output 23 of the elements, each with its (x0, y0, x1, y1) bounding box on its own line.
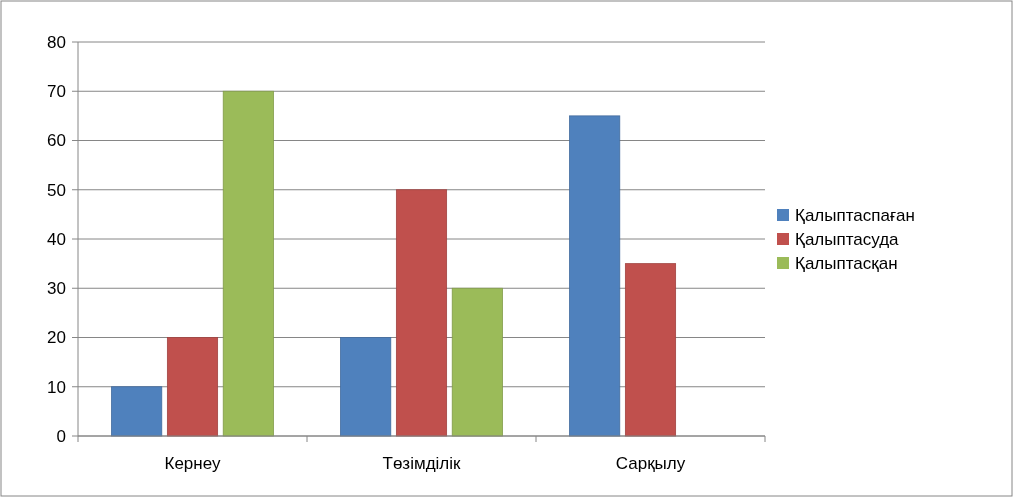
y-tick-label: 50 (47, 180, 66, 200)
bar (569, 115, 621, 437)
x-tick-label: Сарқылу (615, 454, 686, 473)
x-tick-label: Кернеу (164, 454, 221, 473)
bar (395, 189, 448, 437)
y-tick-label: 70 (47, 82, 66, 102)
bar (451, 287, 503, 437)
bar (340, 337, 392, 437)
y-tick-label: 80 (47, 32, 66, 52)
y-tick-label: 40 (47, 229, 66, 249)
x-tick-label: Төзімділік (382, 454, 462, 473)
y-tick-label: 0 (56, 426, 66, 446)
legend-label: Қалыптаспаған (795, 205, 915, 225)
bar (111, 386, 163, 437)
y-tick-label: 60 (47, 131, 66, 151)
y-tick-label: 10 (47, 377, 66, 397)
y-tick-label: 30 (47, 279, 66, 299)
y-tick-label: 20 (47, 328, 66, 348)
bar (166, 337, 219, 437)
legend-label: Қалыптасуда (795, 229, 900, 249)
legend-label: Қалыптасқан (795, 253, 898, 273)
bar (624, 263, 677, 437)
bar (222, 90, 274, 437)
